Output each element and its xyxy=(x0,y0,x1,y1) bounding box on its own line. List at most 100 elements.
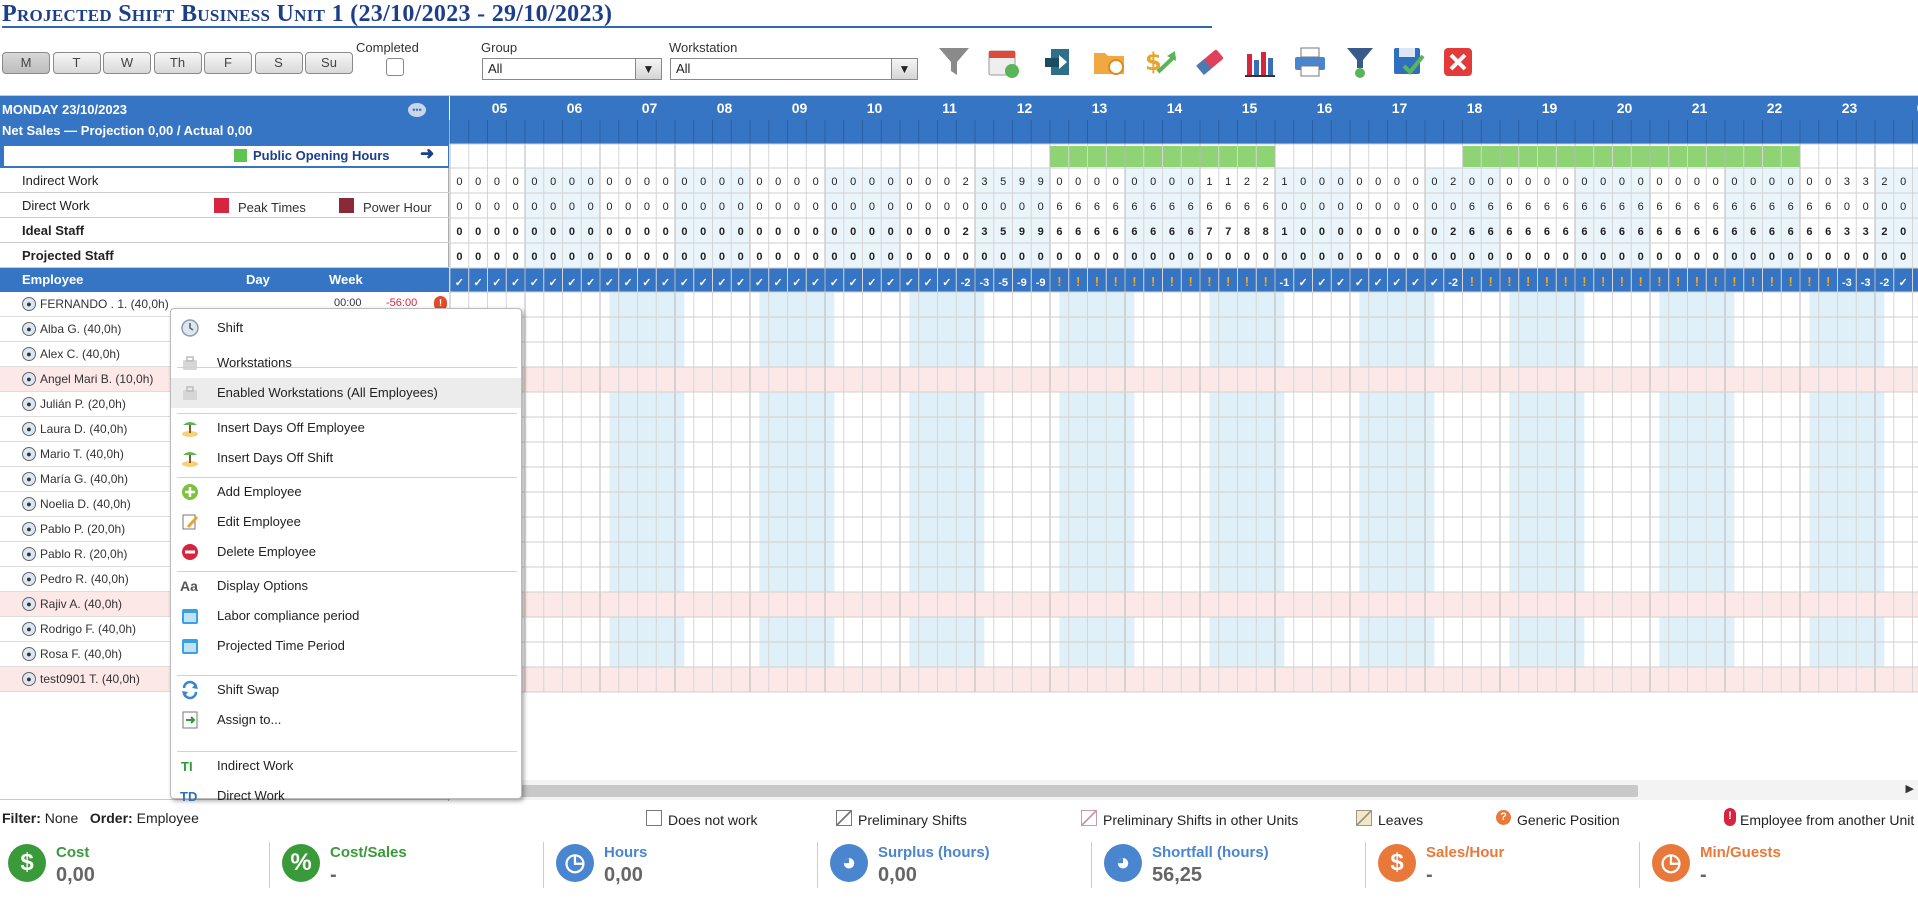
menu-item-label: Insert Days Off Shift xyxy=(217,450,334,465)
employee-name[interactable]: Noelia D. (40,0h) xyxy=(40,497,131,511)
indirect-value: 0 xyxy=(1075,176,1081,188)
employee-column-header[interactable]: Employee xyxy=(22,272,84,287)
hours-header-bg xyxy=(450,96,1918,144)
day-button-su[interactable]: Su xyxy=(305,52,353,74)
status-value: ✓ xyxy=(886,277,895,289)
kpi-value: - xyxy=(330,864,337,886)
employee-name[interactable]: test0901 T. (40,0h) xyxy=(40,672,140,686)
direct-label: Direct Work xyxy=(22,198,90,213)
employee-name[interactable]: FERNANDO . 1. (40,0h) xyxy=(40,297,169,311)
status-value: -2 xyxy=(1448,277,1458,289)
employee-name[interactable]: Pedro R. (40,0h) xyxy=(40,572,129,586)
direct-value: 0 xyxy=(775,201,781,213)
menu-item-shift-swap[interactable]: Shift Swap xyxy=(171,675,521,705)
funnel-settings-icon[interactable] xyxy=(1342,44,1378,80)
scroll-right-icon[interactable]: ▶ xyxy=(1905,783,1914,795)
ideal-value: 0 xyxy=(475,226,481,238)
day-column-header[interactable]: Day xyxy=(246,272,270,287)
ideal-value: 6 xyxy=(1525,226,1531,238)
projected-value: 0 xyxy=(1638,251,1644,263)
eraser-icon[interactable] xyxy=(1192,44,1228,80)
projected-value: 0 xyxy=(756,251,762,263)
comment-icon[interactable]: ••• xyxy=(408,103,426,117)
employee-name[interactable]: Rajiv A. (40,0h) xyxy=(40,597,123,611)
filter-icon[interactable] xyxy=(936,44,972,80)
projected-value: 0 xyxy=(1131,251,1137,263)
menu-item-workstations[interactable]: Workstations xyxy=(171,348,521,378)
employee-name[interactable]: Alba G. (40,0h) xyxy=(40,322,122,336)
employee-name[interactable]: Pablo P. (20,0h) xyxy=(40,522,126,536)
indirect-value: 0 xyxy=(588,176,594,188)
direct-value: 6 xyxy=(1056,201,1062,213)
day-button-f[interactable]: F xyxy=(204,52,252,74)
indirect-value: 0 xyxy=(1356,176,1362,188)
printer-icon[interactable] xyxy=(1292,44,1328,80)
employee-name[interactable]: María G. (40,0h) xyxy=(40,472,129,486)
projected-value: 0 xyxy=(1225,251,1231,263)
svg-text:TI: TI xyxy=(181,759,193,774)
menu-item-assign-to[interactable]: Assign to... xyxy=(171,705,521,735)
completed-checkbox[interactable] xyxy=(386,58,404,76)
week-column-header[interactable]: Week xyxy=(329,272,363,287)
direct-value: 6 xyxy=(1656,201,1662,213)
menu-item-labor-compliance-period[interactable]: Labor compliance period xyxy=(171,601,521,631)
menu-item-enabled-workstations-all-employees[interactable]: Enabled Workstations (All Employees) xyxy=(171,378,521,408)
menu-item-direct-work[interactable]: TD Direct Work xyxy=(171,781,521,811)
horizontal-scrollbar[interactable]: ▶ xyxy=(450,780,1918,800)
projected-value: 0 xyxy=(888,251,894,263)
bar-chart-icon[interactable] xyxy=(1242,44,1278,80)
status-value: ✓ xyxy=(811,277,820,289)
status-value: ! xyxy=(1526,274,1530,289)
status-value: ✓ xyxy=(830,277,839,289)
ideal-value: 0 xyxy=(550,226,556,238)
day-button-m[interactable]: M xyxy=(2,52,50,74)
employee-name[interactable]: Rodrigo F. (40,0h) xyxy=(40,622,137,636)
menu-item-delete-employee[interactable]: Delete Employee xyxy=(171,537,521,567)
projection-value: 0,00 xyxy=(147,123,174,138)
percent-icon: % xyxy=(282,844,320,882)
group-label: Group xyxy=(481,40,518,55)
employee-name[interactable]: Alex C. (40,0h) xyxy=(40,347,121,361)
employee-name[interactable]: Laura D. (40,0h) xyxy=(40,422,128,436)
day-button-th[interactable]: Th xyxy=(153,52,202,74)
projected-value: 0 xyxy=(1038,251,1044,263)
day-button-w[interactable]: W xyxy=(103,52,151,74)
employee-name[interactable]: Angel Mari B. (10,0h) xyxy=(40,372,154,386)
indirect-label: Indirect Work xyxy=(22,173,99,188)
indirect-value: 9 xyxy=(1038,176,1044,188)
menu-item-edit-employee[interactable]: Edit Employee xyxy=(171,507,521,537)
projected-value: 0 xyxy=(1694,251,1700,263)
day-button-s[interactable]: S xyxy=(254,52,303,74)
save-icon[interactable] xyxy=(1390,44,1426,80)
menu-item-display-options[interactable]: Aa Display Options xyxy=(171,571,521,601)
money-arrow-icon[interactable]: $ xyxy=(1142,44,1178,80)
menu-item-projected-time-period[interactable]: Projected Time Period xyxy=(171,631,521,661)
scrollbar-thumb[interactable] xyxy=(458,785,1638,797)
briefcase-icon xyxy=(180,383,200,403)
export-icon[interactable] xyxy=(1041,44,1077,80)
menu-separator xyxy=(177,413,517,414)
employee-name[interactable]: Mario T. (40,0h) xyxy=(40,447,124,461)
hour-label: 07 xyxy=(642,100,658,116)
menu-item-insert-days-off-employee[interactable]: Insert Days Off Employee xyxy=(171,413,521,443)
arrow-right-icon[interactable]: ➜ xyxy=(420,144,435,163)
employee-name[interactable]: Rosa F. (40,0h) xyxy=(40,647,123,661)
menu-item-add-employee[interactable]: Add Employee xyxy=(171,477,521,507)
menu-item-insert-days-off-shift[interactable]: Insert Days Off Shift xyxy=(171,443,521,473)
day-button-t[interactable]: T xyxy=(52,52,101,74)
hour-label: 12 xyxy=(1017,100,1033,116)
ideal-value: 6 xyxy=(1506,226,1512,238)
menu-item-label: Delete Employee xyxy=(217,544,316,559)
menu-item-indirect-work[interactable]: TI Indirect Work xyxy=(171,751,521,781)
ideal-value: 7 xyxy=(1206,226,1212,238)
close-icon[interactable] xyxy=(1440,44,1476,80)
group-select[interactable]: All ▼ xyxy=(482,58,662,80)
employee-name[interactable]: Pablo R. (20,0h) xyxy=(40,547,128,561)
gauge-plus-icon: ◕ xyxy=(1104,844,1142,882)
workstation-select[interactable]: All ▼ xyxy=(670,58,918,80)
employee-name[interactable]: Julián P. (20,0h) xyxy=(40,397,126,411)
folder-icon[interactable] xyxy=(1092,44,1128,80)
calendar-icon[interactable] xyxy=(985,44,1021,80)
menu-item-shift[interactable]: Shift xyxy=(171,313,521,343)
public-hours-cell xyxy=(1781,146,1800,167)
